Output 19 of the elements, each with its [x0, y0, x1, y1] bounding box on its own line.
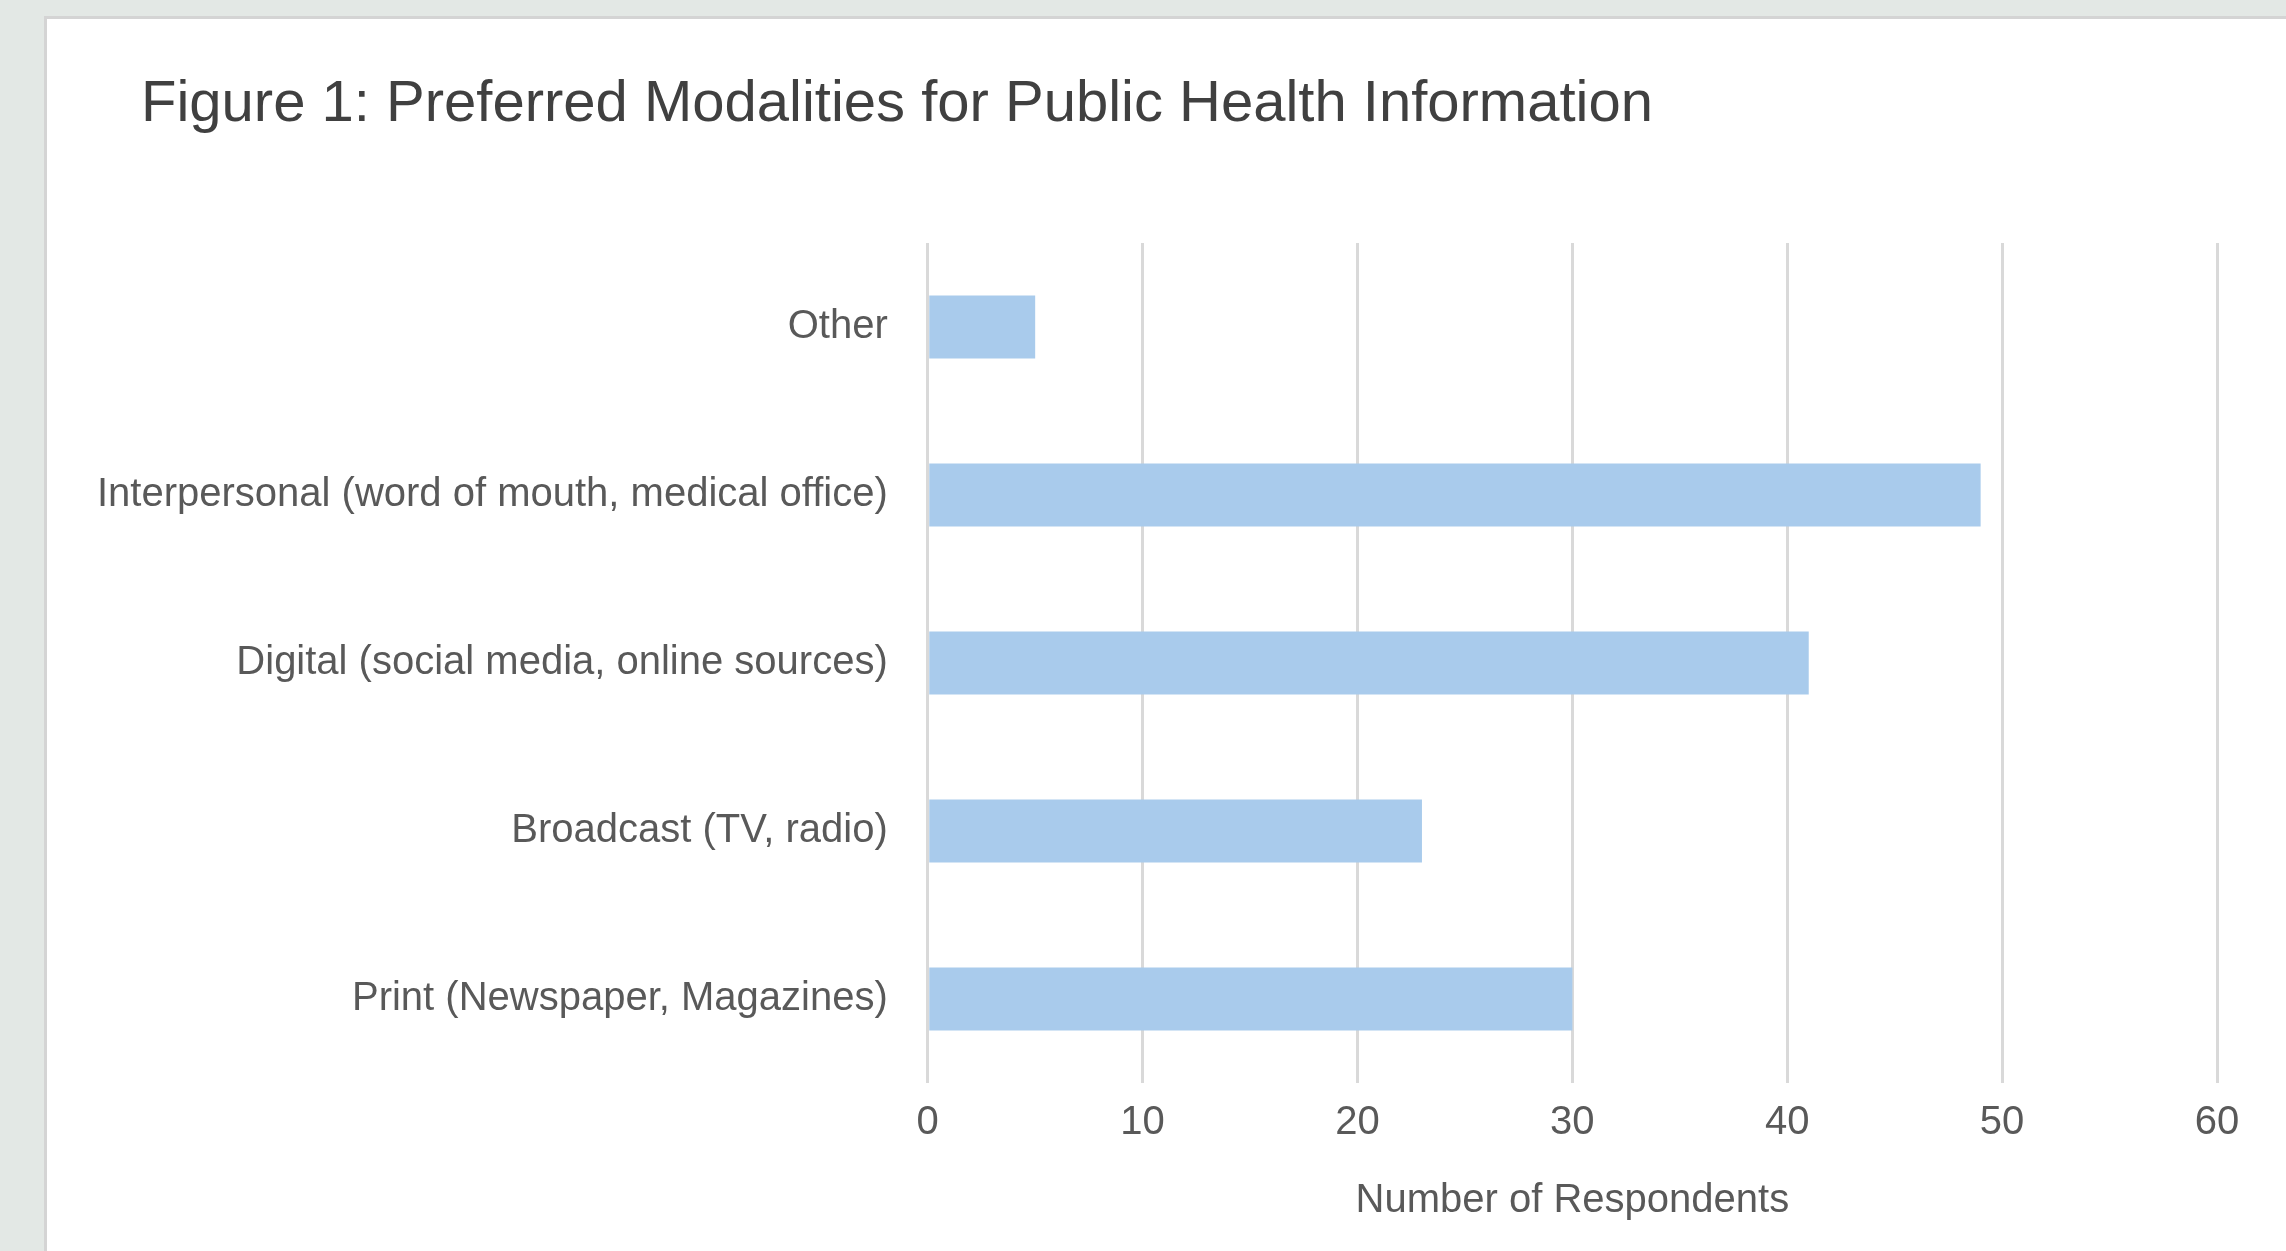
bar [929, 463, 1981, 527]
bar [929, 799, 1422, 863]
x-tick-label: 10 [1120, 1098, 1165, 1143]
x-axis-title: Number of Respondents [1355, 1176, 1790, 1221]
y-tick-label: Digital (social media, online sources) [236, 638, 888, 683]
bar [929, 295, 1036, 359]
x-tick-label: 60 [2194, 1098, 2240, 1143]
y-tick-label: Broadcast (TV, radio) [511, 806, 888, 851]
x-tick-label: 30 [1550, 1098, 1595, 1143]
y-tick-label: Other [787, 302, 888, 347]
chart-title: Figure 1: Preferred Modalities for Public Health Information [140, 67, 1654, 134]
x-tick-label: 20 [1335, 1098, 1380, 1143]
x-tick-label: 40 [1765, 1098, 1810, 1143]
x-tick-label: 0 [916, 1098, 939, 1143]
bar [929, 631, 1809, 695]
y-tick-label: Interpersonal (word of mouth, medical office) [96, 470, 888, 515]
bar [929, 967, 1573, 1031]
y-tick-label: Print (Newspaper, Magazines) [351, 974, 888, 1019]
x-tick-label: 50 [1979, 1098, 2025, 1143]
